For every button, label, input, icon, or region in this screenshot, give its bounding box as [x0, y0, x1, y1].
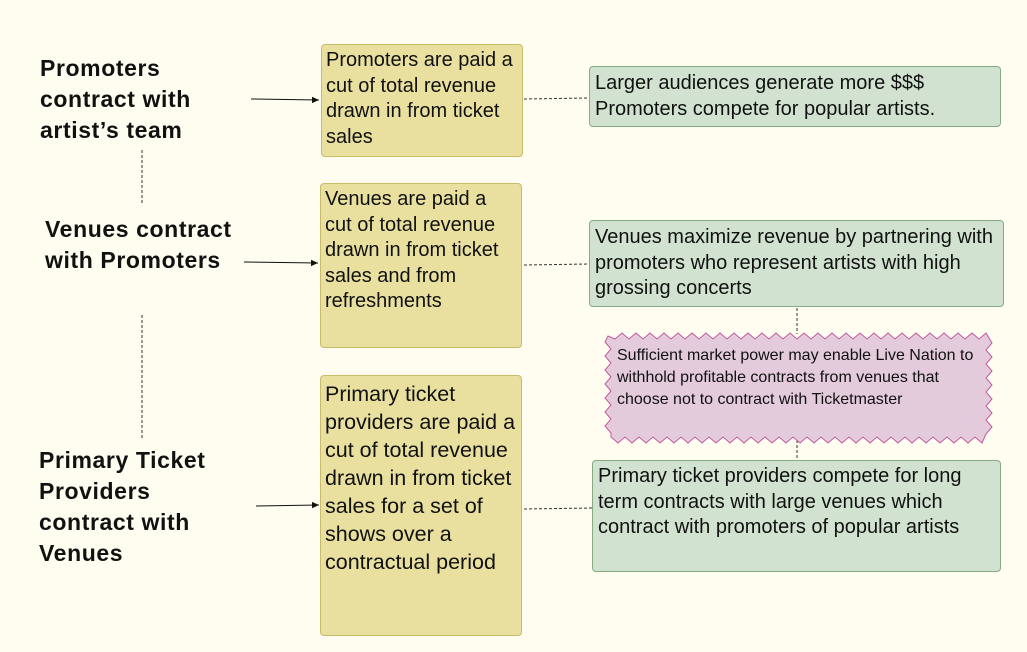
box-ticketing-competition: Primary ticket providers compete for lon… [592, 460, 1001, 572]
dash-promoters [523, 97, 590, 100]
arrow-ticketing [255, 501, 320, 509]
box-promoters-competition: Larger audiences generate more $$$ Promo… [589, 66, 1001, 127]
dash-venues [523, 263, 590, 266]
note-market-power: Sufficient market power may enable Live … [617, 347, 974, 408]
arrow-venues [243, 259, 319, 267]
dash-ticketing [523, 507, 593, 510]
box-venues-competition: Venues maximize revenue by partnering wi… [589, 220, 1004, 307]
arrow-promoters [250, 96, 320, 104]
box-ticketing-payment: Primary ticket providers are paid a cut … [320, 375, 522, 636]
box-promoters-payment: Promoters are paid a cut of total revenu… [321, 44, 523, 157]
label-promoters: Promoters contract with artist’s team [40, 55, 191, 143]
note-shape [604, 332, 993, 444]
box-venues-payment: Venues are paid a cut of total revenue d… [320, 183, 522, 348]
label-ticketing: Primary Ticket Providers contract with V… [39, 447, 206, 566]
label-venues: Venues contract with Promoters [45, 216, 232, 273]
